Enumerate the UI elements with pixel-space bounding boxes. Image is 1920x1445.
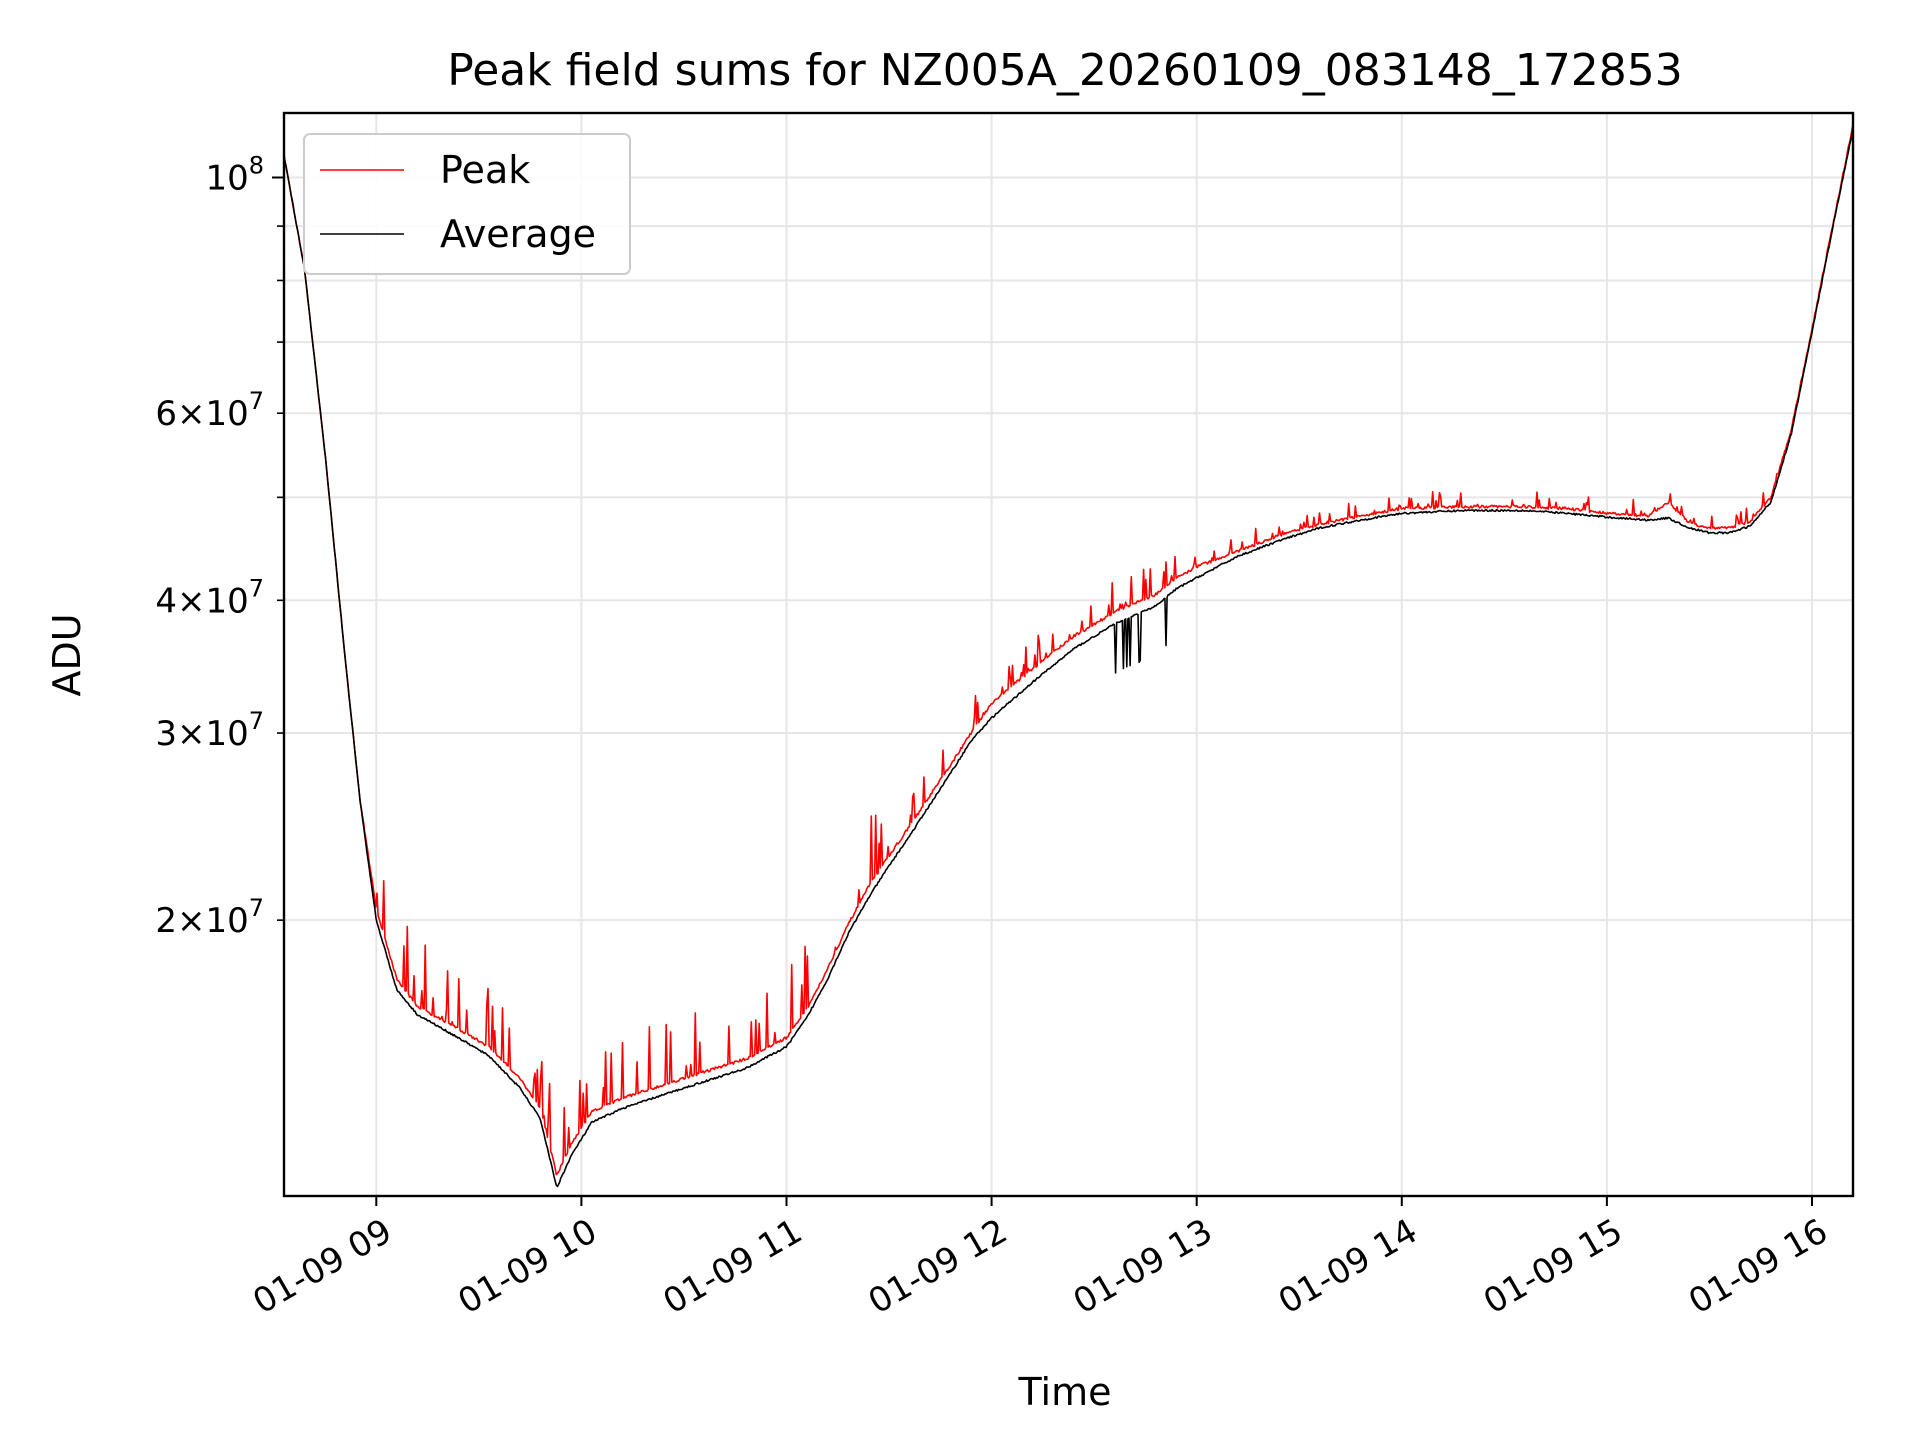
chart-title: Peak field sums for NZ005A_20260109_0831… bbox=[447, 45, 1682, 96]
legend: Peak Average bbox=[303, 133, 631, 275]
y-tick-label: 3×107 bbox=[155, 707, 264, 754]
x-axis-label: Time bbox=[1018, 1370, 1112, 1414]
legend-label-average: Average bbox=[440, 212, 596, 256]
y-tick-label: 6×107 bbox=[155, 387, 264, 434]
y-tick-label: 4×107 bbox=[155, 574, 264, 621]
y-tick-label: 2×107 bbox=[155, 894, 264, 941]
grid-lines bbox=[284, 113, 1853, 1196]
y-tick-label: 108 bbox=[205, 151, 264, 198]
legend-label-peak: Peak bbox=[440, 148, 530, 192]
series-layer bbox=[283, 123, 1854, 1188]
legend-box bbox=[303, 133, 631, 275]
plot-frame bbox=[282, 111, 1855, 1198]
series-line-peak bbox=[283, 123, 1854, 1176]
series-line-average bbox=[283, 128, 1854, 1188]
y-axis-label: ADU bbox=[45, 613, 89, 696]
